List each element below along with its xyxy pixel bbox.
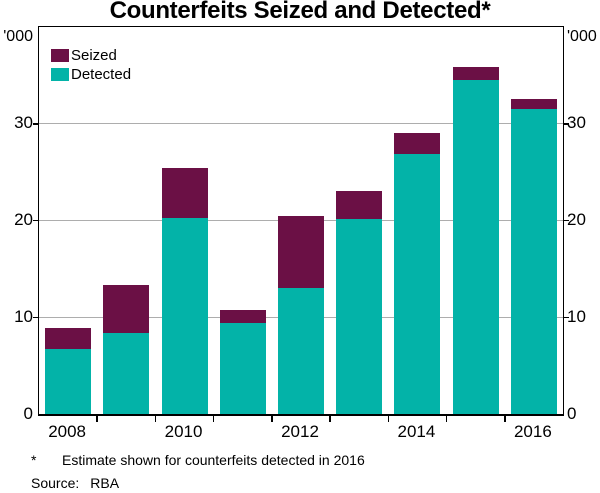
legend-item-detected: Detected (51, 65, 131, 84)
bar-2010-seized-segment (161, 168, 208, 218)
bar-2008-seized-segment (45, 327, 92, 350)
x-tick-6 (387, 415, 390, 422)
bar-2011-seized-segment (219, 309, 266, 324)
y-axis-label-left-20: 20 (14, 210, 33, 229)
y-axis-label-left-0: 0 (23, 403, 33, 423)
legend: Seized Detected (51, 46, 131, 84)
footnote-marker: * (31, 452, 37, 468)
footnote-text: Estimate shown for counterfeits detected… (62, 452, 365, 468)
bar-2015-seized-segment (452, 66, 499, 81)
legend-item-seized: Seized (51, 46, 131, 65)
bar-2008-detected-segment (45, 349, 92, 414)
bar-2009-detected-segment (103, 332, 150, 414)
y-tick-right-30 (563, 123, 569, 125)
bar-2012-seized-segment (278, 215, 324, 289)
x-tick-5 (329, 415, 331, 422)
y-tick-right-10 (563, 316, 569, 318)
bar-2014-seized-segment (394, 133, 441, 154)
x-axis-label-2016: 2016 (513, 422, 552, 441)
bar-2012-detected-segment (278, 288, 324, 414)
gridline-30 (39, 123, 563, 125)
y-tick-right-20 (563, 219, 569, 222)
y-axis-label-left-10: 10 (14, 306, 33, 326)
y-axis-label-right-30: 30 (567, 113, 586, 133)
y-axis-label-right-20: 20 (567, 210, 586, 229)
x-axis-label-2010: 2010 (164, 422, 203, 441)
x-tick-7 (445, 415, 448, 422)
bar-2011-detected-segment (219, 323, 266, 414)
bar-2013-seized-segment (336, 190, 383, 219)
bar-2016-seized-segment (510, 98, 557, 110)
bar-2009-seized-segment (103, 285, 150, 333)
bar-2015-detected-segment (452, 80, 499, 414)
y-tick-left-30 (33, 123, 39, 125)
detected-swatch-icon (51, 68, 69, 81)
bar-2014-detected-segment (394, 153, 441, 414)
bar-2010-detected-segment (161, 217, 208, 414)
x-tick-1 (96, 415, 98, 422)
y-axis-unit-right: '000 (567, 28, 597, 45)
y-axis-unit-left: '000 (3, 28, 33, 45)
legend-label-detected: Detected (71, 66, 132, 83)
x-tick-2 (154, 415, 157, 422)
source-line: Source: RBA (31, 475, 119, 492)
footnote: * Estimate shown for counterfeits detect… (31, 452, 365, 469)
x-axis-label-2008: 2008 (48, 422, 87, 441)
x-tick-3 (212, 415, 215, 422)
bar-2016-detected-segment (510, 109, 557, 414)
y-axis-label-left-30: 30 (14, 113, 33, 133)
y-tick-left-10 (33, 316, 39, 318)
x-axis-label-2012: 2012 (281, 422, 319, 441)
source-value: RBA (90, 475, 120, 491)
x-axis-label-2014: 2014 (397, 422, 436, 441)
x-tick-4 (271, 415, 273, 422)
y-tick-left-20 (33, 219, 39, 222)
legend-label-seized: Seized (71, 47, 117, 64)
y-axis-label-right-10: 10 (567, 306, 586, 326)
bar-2013-detected-segment (336, 218, 383, 414)
x-tick-8 (504, 415, 506, 422)
seized-swatch-icon (51, 49, 69, 62)
source-label: Source: (31, 475, 80, 491)
plot-area: Seized Detected (33, 26, 569, 422)
y-axis-label-right-0: 0 (567, 403, 577, 423)
chart-title: Counterfeits Seized and Detected* (109, 0, 491, 24)
